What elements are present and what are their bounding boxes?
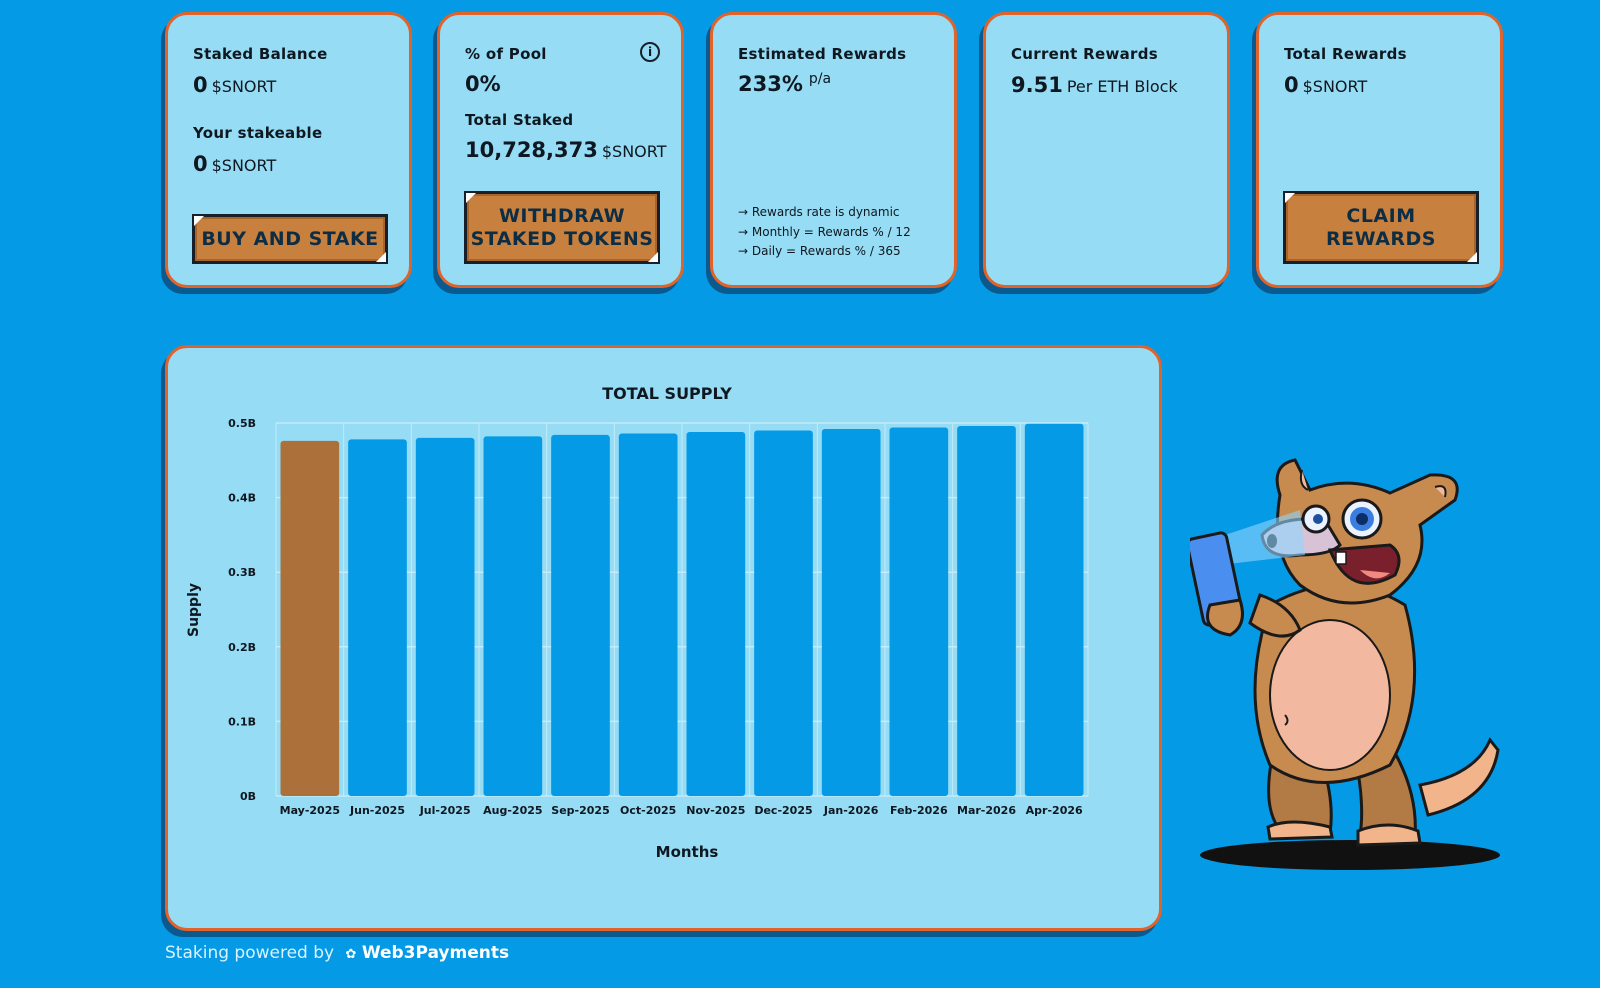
buy-and-stake-button[interactable]: BUY AND STAKE: [192, 214, 388, 264]
chart-x-tick-label: Jun-2025: [349, 804, 405, 817]
total-rewards-value: 0 $SNORT: [1284, 73, 1367, 97]
chart-bars: [280, 423, 1084, 796]
staked-balance-unit: $SNORT: [211, 77, 277, 96]
chart-y-tick-label: 0.2B: [228, 641, 256, 654]
chart-x-tick-label: Jul-2025: [419, 804, 471, 817]
current-rewards-label: Current Rewards: [1011, 45, 1158, 63]
chart-y-axis-label: Supply: [186, 583, 202, 637]
pool-card: % of Pool i 0% Total Staked 10,728,373 $S…: [437, 12, 684, 288]
chart-grid: [275, 422, 1089, 797]
staked-balance-value: 0 $SNORT: [193, 73, 276, 97]
chart-bar-feb-2026[interactable]: [889, 427, 949, 796]
footer-prefix: Staking powered by: [165, 943, 335, 963]
chart-x-tick-label: Aug-2025: [483, 804, 542, 817]
total-rewards-card: Total Rewards 0 $SNORT CLAIM REWARDS: [1256, 12, 1503, 288]
web3payments-logo-icon: ✿: [345, 947, 357, 962]
chart-y-tick-label: 0B: [240, 790, 256, 803]
estimated-rewards-card: Estimated Rewards 233% p/a → Rewards rate…: [710, 12, 957, 288]
claim-rewards-label: CLAIM REWARDS: [1325, 204, 1436, 250]
chart-x-tick-label: May-2025: [280, 804, 340, 817]
chart-bar-mar-2026[interactable]: [957, 425, 1016, 796]
chart-x-tick-label: Nov-2025: [686, 804, 745, 817]
pool-percent-value: 0%: [465, 72, 501, 96]
estimated-rewards-percent: 233%: [738, 72, 803, 96]
chart-x-tick-label: Jan-2026: [823, 804, 879, 817]
rewards-notes: → Rewards rate is dynamic → Monthly = Re…: [738, 203, 911, 262]
chart-y-ticks: 0B 0.1B 0.2B 0.3B 0.4B 0.5B: [228, 417, 256, 803]
chart-y-tick-label: 0.3B: [228, 566, 256, 579]
chart-bar-jan-2026[interactable]: [821, 428, 881, 796]
chart-x-tick-label: Sep-2025: [551, 804, 609, 817]
stakeable-unit: $SNORT: [211, 156, 277, 175]
staked-balance-label: Staked Balance: [193, 45, 328, 63]
stakeable-amount: 0: [193, 152, 208, 176]
current-rewards-amount: 9.51: [1011, 73, 1063, 97]
info-icon[interactable]: i: [640, 42, 660, 62]
chart-x-tick-label: Oct-2025: [620, 804, 676, 817]
chart-x-ticks: May-2025 Jun-2025 Jul-2025 Aug-2025 Sep-2025…: [280, 804, 1083, 817]
chart-bar-apr-2026[interactable]: [1024, 423, 1084, 796]
chart-title: TOTAL SUPPLY: [602, 384, 732, 403]
withdraw-staked-tokens-button[interactable]: WITHDRAW STAKED TOKENS: [464, 191, 660, 264]
chart-y-tick-label: 0.4B: [228, 492, 256, 505]
chart-bar-aug-2025[interactable]: [483, 436, 543, 796]
chart-bar-nov-2025[interactable]: [686, 431, 746, 796]
chart-bar-jun-2025[interactable]: [348, 439, 407, 796]
total-staked-value: 10,728,373 $SNORT: [465, 138, 666, 162]
pool-percent-label: % of Pool: [465, 45, 547, 63]
total-rewards-unit: $SNORT: [1302, 77, 1368, 96]
current-rewards-unit: Per ETH Block: [1066, 77, 1178, 96]
chart-x-tick-label: Apr-2026: [1026, 804, 1083, 817]
total-rewards-amount: 0: [1284, 73, 1299, 97]
stakeable-value: 0 $SNORT: [193, 152, 276, 176]
footer: Staking powered by ✿ Web3Payments: [165, 943, 509, 963]
chart-bar-dec-2025[interactable]: [754, 430, 813, 796]
estimated-rewards-value: 233% p/a: [738, 71, 832, 96]
total-staked-amount: 10,728,373: [465, 138, 598, 162]
estimated-rewards-label: Estimated Rewards: [738, 45, 907, 63]
total-rewards-label: Total Rewards: [1284, 45, 1407, 63]
chart-x-tick-label: Feb-2026: [890, 804, 948, 817]
chart-bar-may-2025[interactable]: [280, 440, 340, 796]
total-supply-chart-card: TOTAL SUPPLY Months Supply 0B 0.1B 0.2B 0.3…: [165, 345, 1162, 931]
chart-y-tick-label: 0.5B: [228, 417, 256, 430]
chart-x-axis-label: Months: [656, 843, 719, 861]
armadillo-with-phone-illustration: [1190, 458, 1500, 870]
total-staked-label: Total Staked: [465, 111, 574, 129]
buy-and-stake-label: BUY AND STAKE: [201, 227, 379, 250]
rewards-note: → Rewards rate is dynamic: [738, 205, 900, 219]
footer-brand[interactable]: Web3Payments: [361, 943, 510, 963]
chart-x-tick-label: Mar-2026: [957, 804, 1016, 817]
chart-bar-jul-2025[interactable]: [415, 437, 475, 796]
stakeable-label: Your stakeable: [193, 124, 323, 142]
staked-balance-card: Staked Balance 0 $SNORT Your stakeable 0 $…: [165, 12, 412, 288]
estimated-rewards-suffix: p/a: [808, 71, 832, 87]
rewards-note: → Daily = Rewards % / 365: [738, 244, 901, 258]
chart-y-tick-label: 0.1B: [228, 715, 256, 728]
current-rewards-card: Current Rewards 9.51 Per ETH Block: [983, 12, 1230, 288]
withdraw-staked-tokens-label: WITHDRAW STAKED TOKENS: [470, 204, 654, 250]
chart-bar-oct-2025[interactable]: [618, 433, 678, 796]
staked-balance-amount: 0: [193, 73, 208, 97]
total-staked-unit: $SNORT: [601, 142, 667, 161]
chart-bar-sep-2025[interactable]: [551, 434, 610, 796]
current-rewards-value: 9.51 Per ETH Block: [1011, 73, 1178, 97]
total-supply-chart: TOTAL SUPPLY Months Supply 0B 0.1B 0.2B 0.3…: [186, 384, 1089, 861]
claim-rewards-button[interactable]: CLAIM REWARDS: [1283, 191, 1479, 264]
rewards-note: → Monthly = Rewards % / 12: [738, 224, 911, 239]
chart-x-tick-label: Dec-2025: [754, 804, 812, 817]
